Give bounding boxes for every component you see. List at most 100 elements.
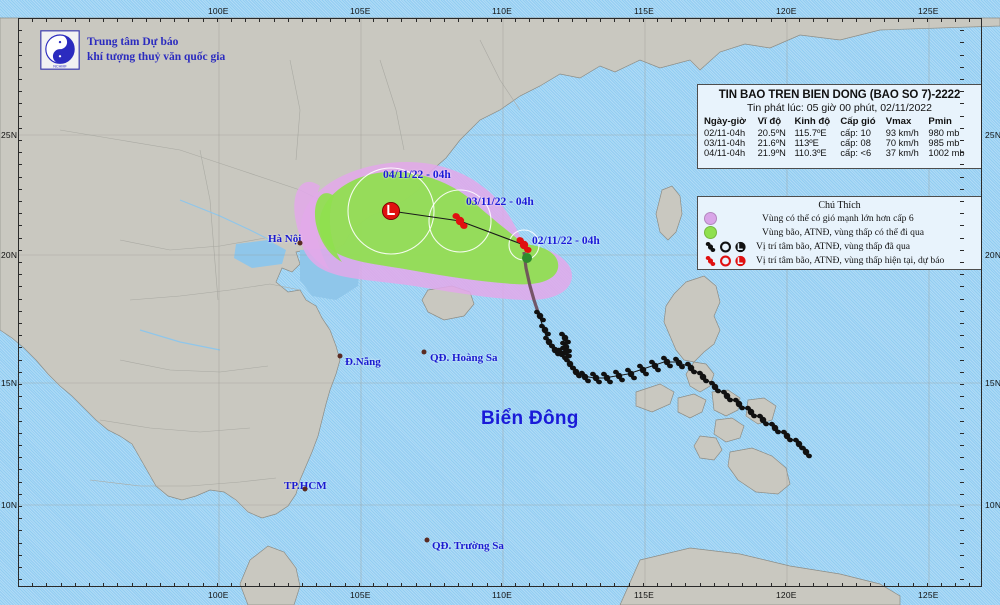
axis-minor-tick: [18, 554, 22, 556]
axis-minor-tick: [813, 583, 815, 587]
historical-storm-marker-18: [671, 355, 688, 372]
forecast-marker-low-pressure[interactable]: [381, 201, 401, 221]
forecast-marker-cyclone-03-11[interactable]: [450, 211, 471, 232]
historical-storm-marker-12: [599, 370, 616, 387]
axis-minor-tick: [571, 583, 573, 587]
axis-minor-tick: [600, 18, 602, 22]
lat-tick-label-25N-right: 25N: [985, 130, 1000, 140]
taiwan-island: [655, 185, 683, 241]
axis-minor-tick: [259, 583, 261, 587]
axis-minor-tick: [486, 583, 488, 587]
axis-minor-tick: [960, 310, 964, 312]
legend-label-2: Vị trí tâm bão, ATNĐ, vùng thấp đã qua: [756, 241, 911, 252]
axis-minor-tick: [18, 18, 22, 19]
axis-minor-tick: [216, 18, 218, 22]
axis-minor-tick: [870, 18, 871, 22]
axis-minor-tick: [458, 583, 460, 587]
historical-storm-marker-7: [558, 344, 575, 361]
red-storm-symbols-icon: [704, 255, 750, 267]
agency-logo: NCHMF Trung tâm Dự báo khí tượng thuỷ vă…: [40, 30, 225, 70]
axis-minor-tick: [174, 18, 176, 22]
axis-minor-tick: [960, 408, 964, 410]
axis-minor-tick: [60, 583, 62, 587]
forecast-cell-lon: 115.7ºE: [794, 128, 827, 138]
axis-minor-tick: [960, 66, 964, 68]
historical-storm-marker-0: [532, 308, 549, 325]
axis-minor-tick: [912, 583, 914, 587]
axis-minor-tick: [231, 18, 232, 22]
forecast-cell-datetime: 02/11-04h: [704, 128, 746, 138]
forecast-cell-lon: 113ºE: [794, 138, 819, 148]
axis-minor-tick: [742, 583, 744, 587]
axis-minor-tick: [18, 445, 22, 446]
forecast-marker-cyclone-02-11[interactable]: [514, 235, 535, 256]
axis-minor-tick: [18, 310, 22, 312]
axis-minor-tick: [799, 583, 800, 587]
forecast-cell-datetime: 03/11-04h: [704, 138, 746, 148]
axis-minor-tick: [245, 583, 247, 587]
axis-minor-tick: [784, 583, 786, 587]
axis-minor-tick: [273, 18, 275, 22]
axis-minor-tick: [529, 18, 531, 22]
historical-storm-marker-16: [647, 358, 664, 375]
forecast-cell-lon: 110.3ºE: [794, 148, 827, 158]
lon-tick-label-105E-bot: 105E: [350, 590, 371, 600]
historical-storm-marker-27: [779, 428, 796, 445]
axis-minor-tick: [960, 432, 964, 434]
axis-minor-tick: [960, 115, 964, 117]
axis-minor-tick: [955, 583, 957, 587]
axis-minor-tick: [302, 583, 303, 587]
axis-minor-tick: [515, 583, 516, 587]
axis-minor-tick: [685, 18, 687, 22]
axis-minor-tick: [960, 42, 964, 44]
axis-minor-tick: [18, 420, 22, 422]
axis-minor-tick: [18, 583, 19, 587]
legend-label-3: Vị trí tâm bão, ATNĐ, vùng thấp hiện tại…: [756, 255, 945, 266]
axis-minor-tick: [344, 583, 346, 587]
storm-bulletin-panel: TIN BAO TREN BIEN DONG (BAO SO 7)-2222 T…: [697, 84, 982, 169]
forecast-cell-pmin: 980 mb: [928, 128, 960, 138]
axis-minor-tick: [160, 583, 161, 587]
axis-minor-tick: [543, 583, 545, 587]
axis-minor-tick: [18, 493, 22, 495]
axis-minor-tick: [18, 469, 22, 471]
axis-minor-tick: [713, 583, 715, 587]
lon-tick-label-100E-bot: 100E: [208, 590, 229, 600]
axis-minor-tick: [557, 583, 559, 587]
city-label-3: QĐ. Hoàng Sa: [430, 352, 498, 364]
axis-minor-tick: [960, 323, 964, 324]
axis-minor-tick: [18, 42, 22, 44]
axis-minor-tick: [728, 583, 729, 587]
axis-minor-tick: [18, 298, 22, 300]
axis-minor-tick: [18, 54, 22, 56]
svg-text:NCHMF: NCHMF: [53, 65, 67, 69]
axis-minor-tick: [960, 335, 964, 337]
axis-minor-tick: [18, 567, 22, 568]
axis-minor-tick: [18, 262, 22, 263]
lat-tick-label-15N-left: 15N: [1, 378, 18, 388]
axis-minor-tick: [960, 481, 964, 483]
forecast-table-body: 02/11-04h 20.5ºN 115.7ºE cấp: 10 93 km/h 980 …: [704, 128, 975, 158]
agency-name-line1: Trung tâm Dự báo: [87, 36, 179, 49]
axis-minor-tick: [131, 18, 133, 22]
black-storm-symbols-icon: [704, 241, 750, 253]
axis-minor-tick: [813, 18, 815, 22]
forecast-cell-grade: cấp: 08: [840, 138, 871, 148]
red-river-delta-water: [234, 240, 286, 268]
lon-tick-label-120E-bot: 120E: [776, 590, 797, 600]
axis-minor-tick: [32, 18, 34, 22]
axis-minor-tick: [46, 583, 48, 587]
forecast-date-label-0: 04/11/22 - 04h: [383, 169, 451, 181]
axis-minor-tick: [657, 18, 658, 22]
axis-minor-tick: [960, 420, 964, 422]
historical-storm-marker-21: [707, 379, 724, 396]
uncertainty-circle-03-11: [428, 189, 492, 253]
axis-minor-tick: [642, 583, 644, 587]
axis-minor-tick: [18, 201, 22, 202]
axis-minor-tick: [713, 18, 715, 22]
axis-minor-tick: [46, 18, 48, 22]
axis-minor-tick: [74, 18, 76, 22]
axis-minor-tick: [926, 583, 928, 587]
axis-minor-tick: [18, 213, 22, 215]
